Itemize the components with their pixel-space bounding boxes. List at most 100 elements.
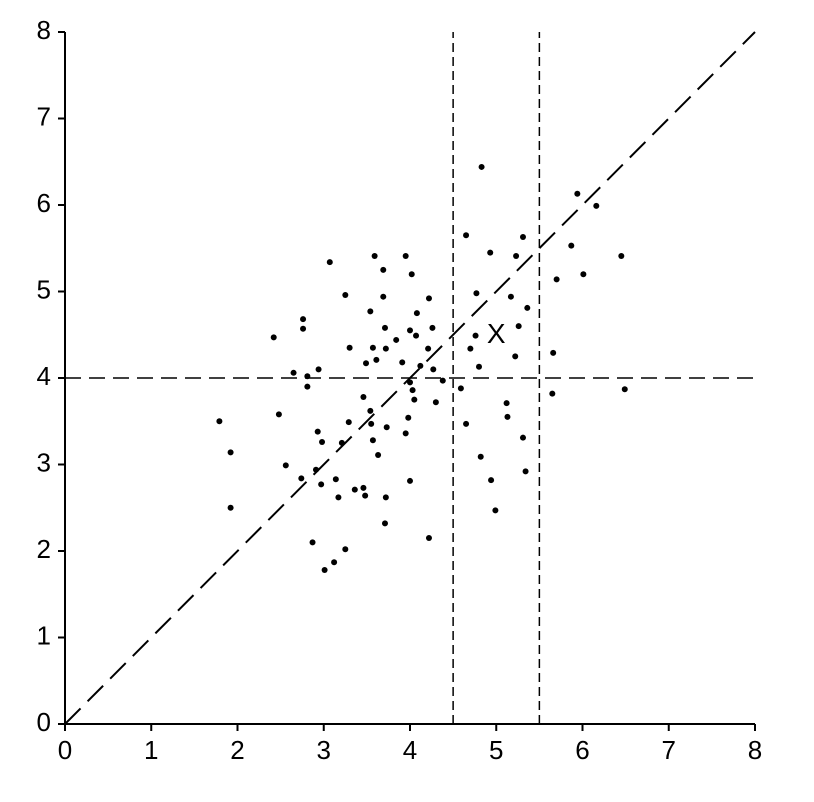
- point: [467, 345, 474, 352]
- point: [318, 481, 325, 488]
- point: [304, 383, 311, 390]
- point: [472, 332, 479, 339]
- point: [368, 420, 375, 427]
- point: [216, 418, 223, 425]
- point: [369, 344, 376, 351]
- point: [463, 232, 470, 239]
- point: [487, 249, 494, 256]
- y-tick-label: 2: [37, 534, 51, 564]
- point: [342, 546, 349, 553]
- x-tick-label: 7: [662, 735, 676, 765]
- point: [432, 399, 439, 406]
- y-tick-label: 3: [37, 447, 51, 477]
- point: [425, 295, 432, 302]
- point: [362, 492, 369, 499]
- point: [300, 316, 307, 323]
- point: [382, 494, 389, 501]
- y-tick-label: 6: [37, 188, 51, 218]
- x-tick-label: 8: [748, 735, 762, 765]
- point: [477, 453, 484, 460]
- point: [407, 327, 413, 334]
- y-tick-label: 0: [37, 707, 51, 737]
- point: [360, 394, 367, 401]
- x-tick-label: 5: [489, 735, 503, 765]
- point: [227, 504, 234, 511]
- point: [312, 466, 319, 473]
- point: [618, 253, 625, 260]
- point: [338, 439, 345, 446]
- point: [430, 366, 437, 373]
- point: [473, 290, 480, 297]
- point: [513, 253, 520, 260]
- y-tick-label: 8: [37, 15, 51, 45]
- point: [593, 202, 600, 209]
- point: [457, 385, 464, 392]
- point: [553, 276, 560, 283]
- point: [568, 242, 575, 249]
- point: [411, 396, 418, 403]
- point: [298, 475, 305, 482]
- point: [363, 360, 370, 367]
- point: [371, 253, 378, 260]
- point: [413, 310, 420, 317]
- point: [524, 304, 531, 311]
- point: [507, 293, 514, 300]
- point: [478, 163, 485, 170]
- point: [512, 353, 519, 360]
- point: [409, 387, 416, 394]
- point: [402, 253, 409, 260]
- point: [399, 359, 406, 366]
- point: [345, 419, 352, 426]
- x-tick-label: 3: [317, 735, 331, 765]
- point: [282, 462, 289, 469]
- point: [369, 437, 376, 444]
- x-tick-label: 1: [144, 735, 158, 765]
- point: [393, 336, 400, 343]
- point: [382, 345, 389, 352]
- y-tick-label: 1: [37, 620, 51, 650]
- y-tick-label: 4: [37, 361, 51, 391]
- y-tick-label: 5: [37, 274, 51, 304]
- point: [309, 539, 316, 546]
- point: [580, 271, 587, 278]
- point: [380, 293, 387, 300]
- point: [367, 407, 374, 414]
- point: [417, 362, 424, 369]
- point: [227, 449, 234, 456]
- x-tick-label: 0: [58, 735, 72, 765]
- point: [342, 291, 349, 298]
- point: [425, 345, 432, 352]
- point: [515, 323, 522, 330]
- point: [332, 476, 339, 483]
- point: [492, 507, 499, 514]
- point: [367, 308, 374, 315]
- point: [270, 334, 277, 341]
- point: [381, 520, 388, 527]
- point: [321, 567, 328, 574]
- point: [488, 477, 495, 484]
- point: [351, 486, 358, 493]
- point: [346, 344, 353, 351]
- point: [425, 535, 432, 542]
- point: [383, 424, 390, 431]
- point: [326, 259, 333, 266]
- point: [429, 324, 436, 331]
- point: [503, 400, 510, 407]
- point: [550, 349, 557, 356]
- point: [519, 434, 526, 441]
- x-tick-label: 2: [230, 735, 244, 765]
- point: [439, 377, 446, 384]
- annotation: X: [487, 318, 506, 349]
- x-tick-label: 4: [403, 735, 417, 765]
- point: [407, 379, 413, 386]
- point: [408, 271, 415, 278]
- point: [304, 373, 311, 380]
- point: [375, 451, 382, 458]
- point: [290, 369, 297, 376]
- point: [413, 332, 420, 339]
- point: [360, 484, 367, 491]
- point: [574, 190, 581, 197]
- point: [549, 390, 556, 397]
- point: [519, 234, 526, 241]
